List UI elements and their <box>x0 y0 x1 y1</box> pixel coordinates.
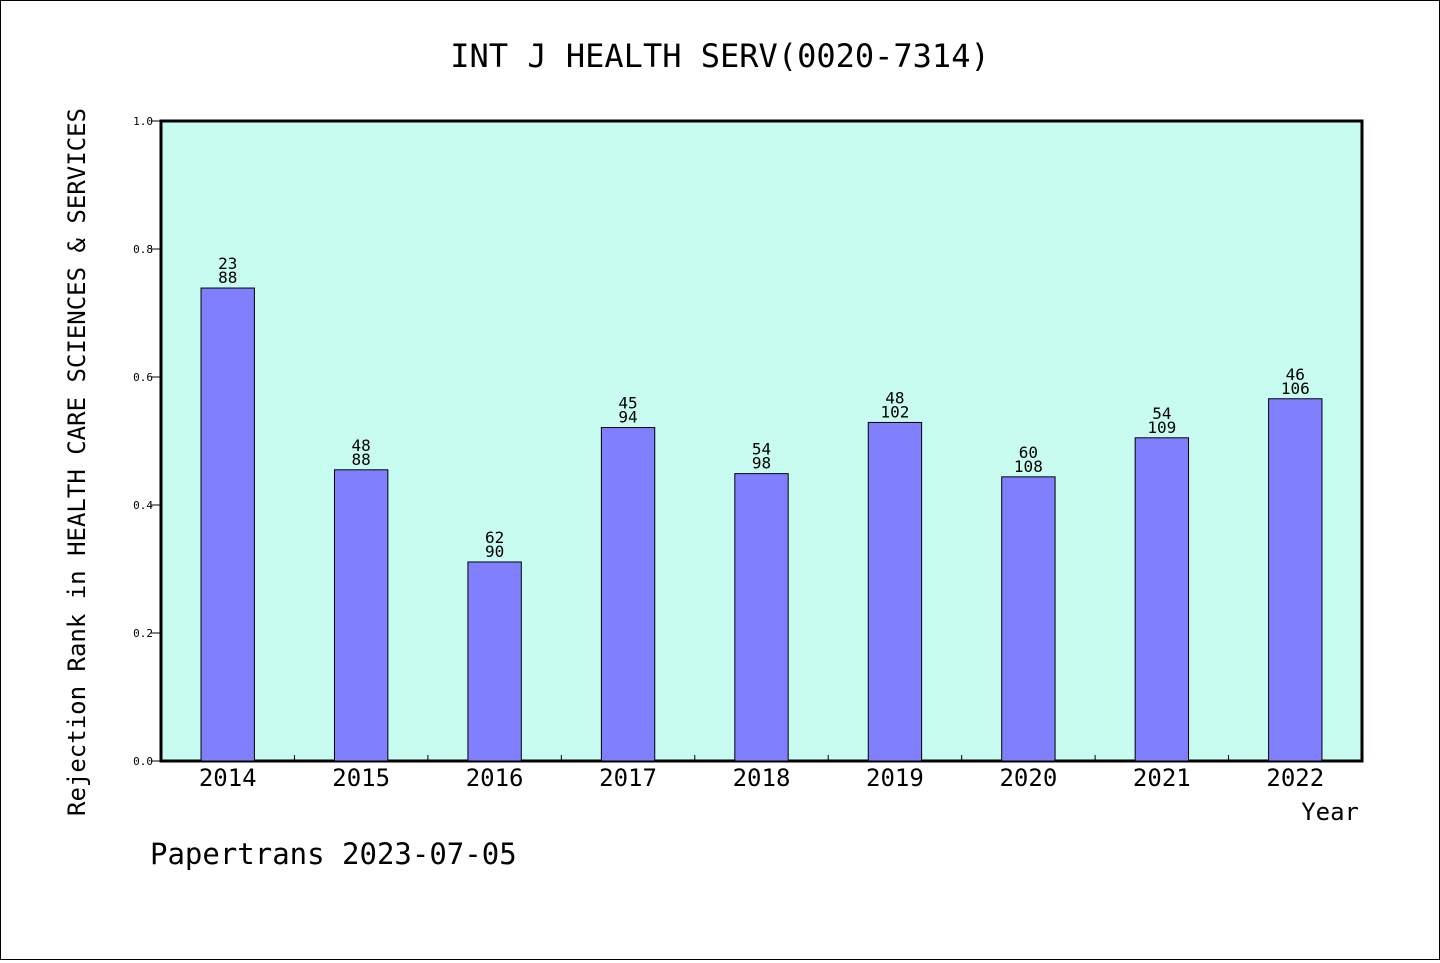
bar-2017 <box>600 427 656 762</box>
x-axis: 2014 2015 2016 2017 2018 2019 2020 2021 2022 <box>199 755 1324 792</box>
footer-source: Papertrans 2023-07-05 <box>150 837 517 871</box>
y-tick-label: 0.0 <box>133 755 153 768</box>
bar-2018 <box>734 473 789 762</box>
x-axis-label: Year <box>1301 798 1359 826</box>
y-tick-label: 0.2 <box>133 627 153 640</box>
y-tick-label: 1.0 <box>133 115 153 128</box>
bar-rank-label: 46 <box>1286 365 1305 384</box>
bar-2014 <box>200 287 255 762</box>
bar-2020 <box>1001 476 1056 762</box>
x-tick-label: 2020 <box>999 764 1057 792</box>
bar-2016 <box>467 561 522 762</box>
x-tick-label: 2018 <box>733 764 791 792</box>
bar-2019 <box>867 421 923 762</box>
bars <box>200 287 1323 762</box>
bar-total-label: 88 <box>352 450 371 469</box>
x-tick-label: 2022 <box>1266 764 1324 792</box>
x-tick-label: 2016 <box>466 764 524 792</box>
bar-rank-label: 45 <box>618 394 637 413</box>
bar-2022 <box>1268 398 1323 762</box>
bar-total-label: 88 <box>218 268 237 287</box>
bar-total-label: 90 <box>485 542 504 561</box>
y-axis: 0.0 0.2 0.4 0.6 0.8 1.0 <box>133 115 161 768</box>
bar-total-label: 94 <box>618 408 637 427</box>
bar-total-label: 102 <box>880 402 909 421</box>
x-tick-label: 2017 <box>599 764 657 792</box>
bar-rank-label: 48 <box>352 436 371 455</box>
bar-2021 <box>1134 437 1190 762</box>
y-tick-label: 0.8 <box>133 243 153 256</box>
y-tick-label: 0.6 <box>133 371 153 384</box>
bar-rank-label: 54 <box>752 440 771 459</box>
bar-rank-label: 62 <box>485 528 504 547</box>
bar-rank-label: 48 <box>885 388 904 407</box>
bar-total-label: 108 <box>1014 457 1043 476</box>
x-tick-label: 2014 <box>199 764 257 792</box>
y-tick-label: 0.4 <box>133 499 153 512</box>
chart-title: INT J HEALTH SERV(0020-7314) <box>450 37 989 75</box>
bar-rank-label: 60 <box>1019 443 1038 462</box>
x-tick-label: 2021 <box>1133 764 1191 792</box>
bar-rank-label: 23 <box>218 254 237 273</box>
y-axis-label: Rejection Rank in HEALTH CARE SCIENCES &… <box>63 108 91 816</box>
bar-2015 <box>333 469 389 762</box>
bar-total-label: 109 <box>1147 418 1176 437</box>
x-tick-label: 2019 <box>866 764 924 792</box>
bar-total-label: 98 <box>752 454 771 473</box>
bar-total-label: 106 <box>1281 379 1310 398</box>
x-tick-label: 2015 <box>332 764 390 792</box>
bar-rank-label: 54 <box>1152 404 1171 423</box>
